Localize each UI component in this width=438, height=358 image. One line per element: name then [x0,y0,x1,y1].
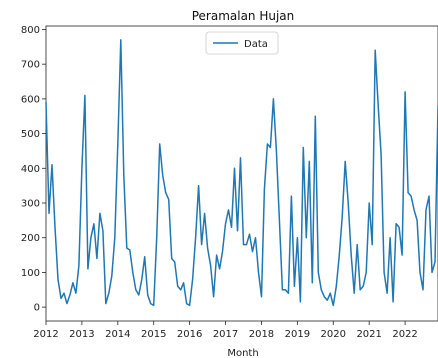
x-tick-label: 2016 [177,329,202,340]
x-axis-title: Month [227,348,258,358]
x-tick-label: 2014 [105,329,130,340]
x-tick-label: 2019 [285,329,310,340]
y-tick-label: 800 [21,25,40,36]
x-tick-label: 2013 [69,329,94,340]
legend-box [205,31,279,55]
plot-frame [45,25,438,322]
y-tick-label: 700 [21,60,40,71]
y-tick-label: 100 [21,268,40,279]
x-tick-label: 2017 [213,329,238,340]
y-tick-label: 0 [34,303,40,314]
x-tick-label: 2020 [321,329,346,340]
x-tick-label: 2021 [356,329,381,340]
y-tick-label: 500 [21,129,40,140]
legend: Data [205,31,279,55]
x-tick-label: 2015 [141,329,166,340]
x-tick-label: 2022 [392,329,417,340]
x-tick-label: 2018 [249,329,274,340]
chart-title: Peramalan Hujan [192,9,295,23]
y-axis: 0 100 200 300 400 500 600 700 800 [21,25,46,314]
series-layer [45,39,438,307]
series-line-data [45,39,438,307]
y-tick-label: 300 [21,199,40,210]
y-tick-label: 400 [21,164,40,175]
x-axis: 2012 2013 2014 2015 2016 2017 2018 2019 2020 2021… [33,321,418,340]
x-tick-label: 2012 [33,329,58,340]
legend-label-data: Data [244,39,268,50]
y-tick-label: 600 [21,94,40,105]
y-tick-label: 200 [21,233,40,244]
